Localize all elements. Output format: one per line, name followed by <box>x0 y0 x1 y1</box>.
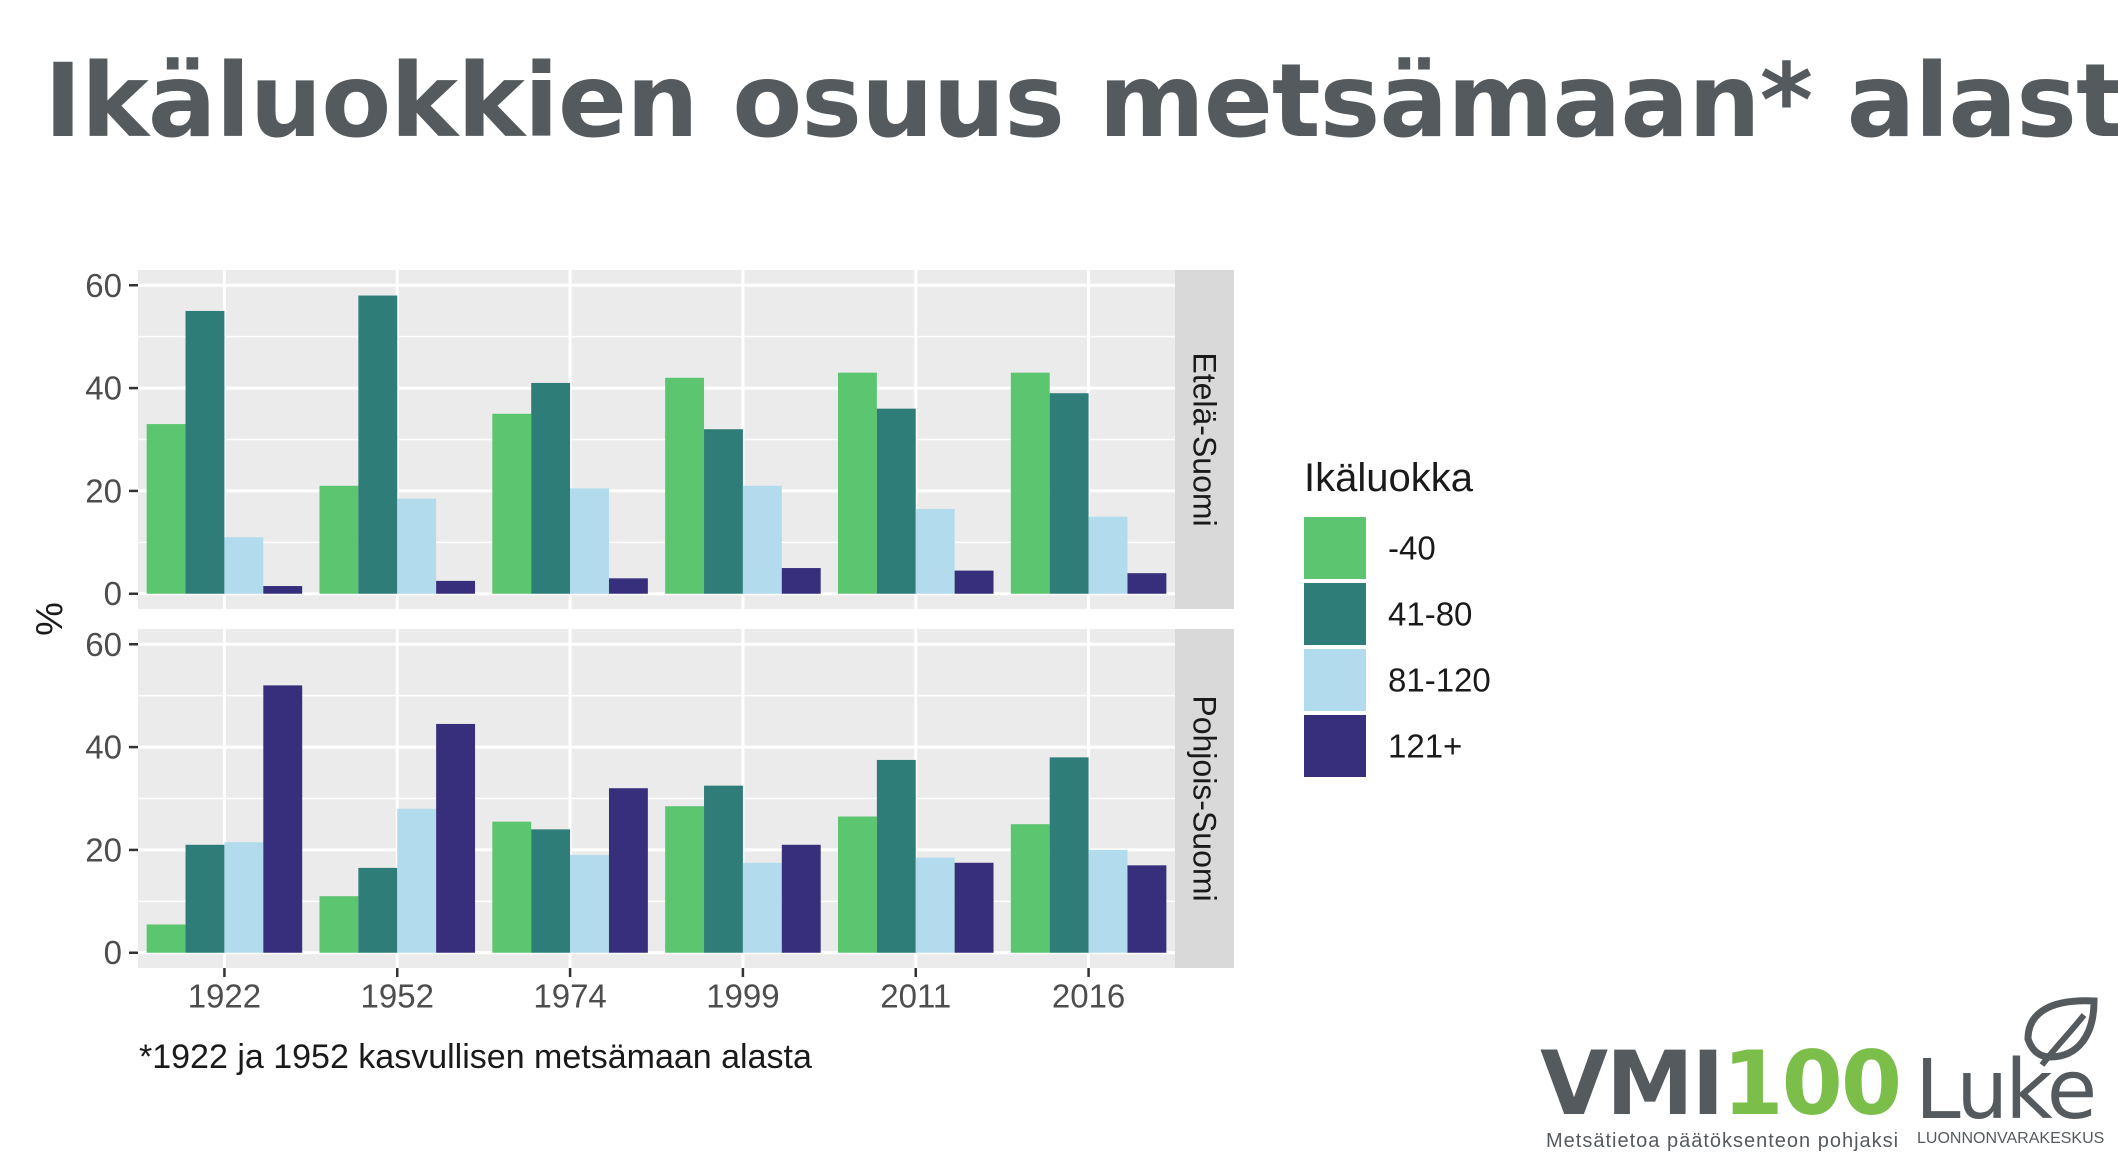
luke-logo-name: Luke <box>1915 1043 2097 1138</box>
bar-121plus-2016 <box>1127 573 1167 594</box>
bar-81-120-1952 <box>397 808 437 953</box>
vmi-logo-number: 100 <box>1722 1032 1902 1135</box>
facet-strip <box>1175 270 1234 609</box>
bar-121plus-1922 <box>263 685 303 953</box>
luke-logo: Luke LUONNONVARAKESKUS <box>1915 995 2115 1160</box>
bar-41-80-2016 <box>1049 393 1089 594</box>
y-tick-label: 0 <box>104 934 122 971</box>
slide-title: Ikäluokkien osuus metsämaan* alasta <box>44 42 2118 161</box>
legend-label-41-80: 41-80 <box>1388 596 1472 633</box>
bar-41-80-1974 <box>531 829 571 953</box>
bar-41-80-1952 <box>358 867 398 953</box>
bar-81-120-1952 <box>397 498 437 594</box>
bar--40-1974 <box>492 821 532 953</box>
legend-label-81-120: 81-120 <box>1388 662 1491 699</box>
bar-121plus-1952 <box>436 723 476 953</box>
y-tick-label: 20 <box>85 472 122 509</box>
bar-121plus-1999 <box>781 844 821 953</box>
bar-41-80-1974 <box>531 382 571 594</box>
vmi-logo-prefix: VMI <box>1540 1032 1724 1135</box>
x-tick-label-1952: 1952 <box>361 978 434 1015</box>
bar-81-120-1922 <box>224 537 264 594</box>
chart-footnote: *1922 ja 1952 kasvullisen metsämaan alas… <box>139 1038 812 1076</box>
bar--40-1922 <box>146 924 186 953</box>
legend-swatch-41-80 <box>1304 583 1366 645</box>
bar-121plus-1974 <box>608 578 648 594</box>
facet-label-etela-suomi: Etelä-Suomi <box>1187 352 1223 526</box>
y-tick-label: 40 <box>85 729 122 766</box>
bar--40-1999 <box>665 377 705 594</box>
legend-swatch--40 <box>1304 517 1366 579</box>
bar-121plus-1999 <box>781 568 821 594</box>
y-axis-title: % <box>29 602 71 636</box>
bar-81-120-1922 <box>224 842 264 953</box>
bar-41-80-1952 <box>358 295 398 594</box>
bar-41-80-2016 <box>1049 757 1089 953</box>
bar-81-120-2011 <box>915 857 955 953</box>
x-tick-label-2016: 2016 <box>1052 978 1125 1015</box>
bar-41-80-1922 <box>185 844 225 953</box>
bar-121plus-1974 <box>608 788 648 953</box>
bar--40-1952 <box>319 896 359 953</box>
legend-swatch-121plus <box>1304 715 1366 777</box>
bar--40-2011 <box>837 816 877 953</box>
y-tick-label: 20 <box>85 831 122 868</box>
bar-81-120-1974 <box>570 488 609 594</box>
bar-121plus-2016 <box>1127 865 1167 953</box>
bar-81-120-2011 <box>915 508 955 594</box>
x-tick-label-1974: 1974 <box>533 978 606 1015</box>
vmi100-logo: VMI100 Metsätietoa päätöksenteon pohjaks… <box>1540 1040 1902 1160</box>
legend-swatch-81-120 <box>1304 649 1366 711</box>
x-tick-label-2011: 2011 <box>880 978 951 1015</box>
bar-41-80-1922 <box>185 310 225 594</box>
bar-81-120-1999 <box>742 862 782 953</box>
bar-81-120-1974 <box>570 855 609 953</box>
y-tick-label: 60 <box>85 626 122 663</box>
y-tick-label: 60 <box>85 267 122 304</box>
bar-41-80-2011 <box>876 408 916 594</box>
x-tick-label-1922: 1922 <box>188 978 261 1015</box>
vmi-logo-tagline: Metsätietoa päätöksenteon pohjaksi <box>1546 1130 1900 1152</box>
bar--40-1922 <box>146 424 186 594</box>
facet-label-pohjois-suomi: Pohjois-Suomi <box>1187 695 1223 901</box>
y-tick-label: 40 <box>85 370 122 407</box>
bar-121plus-1952 <box>436 580 476 594</box>
bar-121plus-1922 <box>263 586 303 594</box>
bar--40-1999 <box>665 806 705 953</box>
bar-121plus-2011 <box>954 570 994 594</box>
facet-strip <box>1175 629 1234 968</box>
bar-81-120-2016 <box>1088 849 1128 953</box>
bar-41-80-1999 <box>704 429 743 594</box>
legend-label-121plus: 121+ <box>1388 728 1462 765</box>
bar--40-1952 <box>319 485 359 594</box>
bar--40-2016 <box>1010 824 1050 953</box>
x-tick-label-1999: 1999 <box>706 978 779 1015</box>
luke-logo-tagline: LUONNONVARAKESKUS <box>1917 1130 2105 1147</box>
bar--40-1974 <box>492 413 532 594</box>
legend-label--40: -40 <box>1388 530 1436 567</box>
bar-121plus-2011 <box>954 862 994 953</box>
bar-41-80-1999 <box>704 785 743 953</box>
bar-41-80-2011 <box>876 759 916 953</box>
bar-81-120-1999 <box>742 485 782 594</box>
bar--40-2016 <box>1010 372 1050 594</box>
bar--40-2011 <box>837 372 877 594</box>
y-tick-label: 0 <box>104 575 122 612</box>
legend-title: Ikäluokka <box>1304 456 1474 500</box>
leaf-icon <box>2024 997 2098 1067</box>
bar-81-120-2016 <box>1088 516 1128 594</box>
